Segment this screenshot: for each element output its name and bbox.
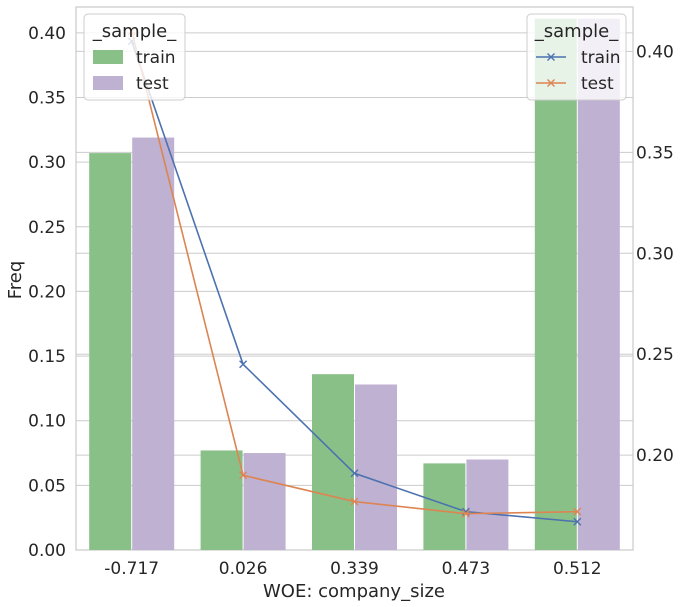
marker-train-2 [350, 469, 359, 478]
x-tick-label: 0.473 [442, 559, 491, 579]
legend-swatch-train [93, 50, 123, 64]
right-tick-label: 0.20 [636, 446, 674, 466]
legend-right: _sample_train test [526, 13, 627, 101]
x-tick-label: 0.339 [330, 559, 379, 579]
left-tick-label: 0.40 [28, 24, 66, 44]
legend-label: test [136, 74, 169, 94]
bar-test-3 [466, 459, 509, 550]
right-tick-label: 0.30 [636, 244, 674, 264]
bar-train-4 [534, 18, 577, 550]
left-tick-label: 0.05 [28, 476, 66, 496]
bars [89, 18, 620, 551]
left-tick-label: 0.25 [28, 218, 66, 238]
legend-title: _sample_ [534, 21, 619, 42]
legend-swatch-test [93, 76, 123, 90]
bar-test-0 [132, 137, 175, 551]
bar-test-1 [243, 453, 286, 550]
legend-marker-test [547, 79, 555, 87]
x-axis-ticks: -0.717 0.026 0.339 0.473 0.512 [104, 559, 601, 579]
legend-title: _sample_ [92, 21, 177, 42]
bar-test-4 [577, 18, 620, 550]
bar-test-2 [355, 384, 397, 550]
legend-label: train [136, 48, 176, 68]
x-axis-title: WOE: company_size [263, 581, 445, 602]
marker-train-1 [239, 360, 248, 369]
x-tick-label: -0.717 [104, 559, 159, 579]
right-tick-label: 0.35 [636, 143, 674, 163]
marker-train-4 [573, 517, 582, 526]
legend-label: train [581, 48, 621, 68]
left-axis-ticks: 0.00 0.05 0.10 0.15 0.20 0.25 0.30 0.35 0.40 [28, 24, 66, 561]
x-tick-label: 0.026 [219, 559, 268, 579]
bar-train-0 [89, 153, 132, 551]
legend-left: _sample_train test [83, 13, 186, 101]
left-tick-label: 0.00 [28, 541, 66, 561]
marker-test-4 [573, 507, 582, 516]
marker-test-3 [461, 509, 470, 518]
bar-train-3 [423, 463, 466, 550]
marker-test-2 [350, 497, 359, 506]
left-tick-label: 0.15 [28, 347, 66, 367]
left-tick-label: 0.30 [28, 153, 66, 173]
marker-test-1 [239, 471, 248, 480]
x-tick-label: 0.512 [553, 559, 602, 579]
legend-marker-train [547, 53, 555, 61]
bar-train-2 [312, 374, 354, 550]
legend-label: test [581, 74, 614, 94]
bar-train-1 [200, 450, 243, 550]
legend-box [526, 13, 627, 101]
left-tick-label: 0.35 [28, 89, 66, 109]
left-tick-label: 0.10 [28, 412, 66, 432]
right-axis-ticks: 0.20 0.25 0.30 0.35 0.40 [636, 42, 674, 466]
right-tick-label: 0.40 [636, 42, 674, 62]
y-axis-title: Freq [5, 261, 26, 300]
right-tick-label: 0.25 [636, 345, 674, 365]
left-tick-label: 0.20 [28, 282, 66, 302]
